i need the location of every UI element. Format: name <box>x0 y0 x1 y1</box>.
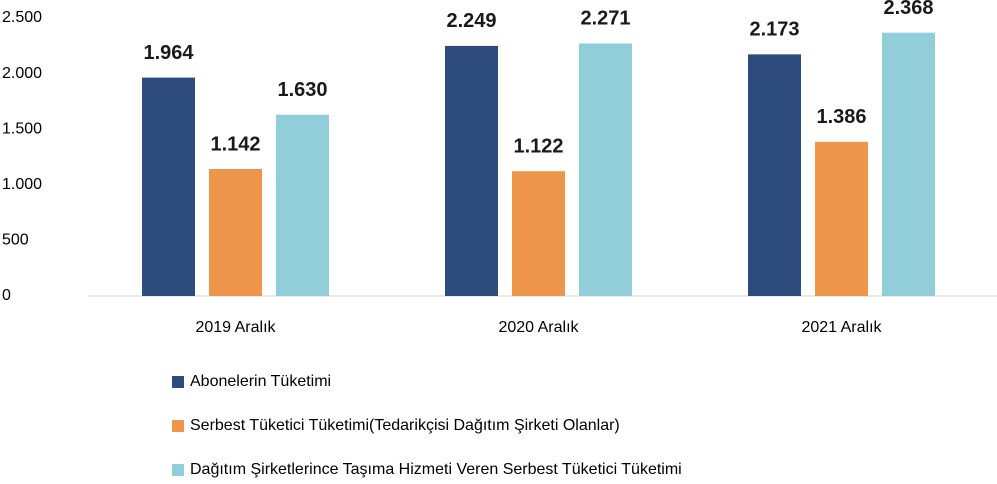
y-tick-label: 1.000 <box>2 176 42 193</box>
value-label: 2.271 <box>580 8 630 30</box>
value-label: 1.142 <box>210 133 260 155</box>
value-label: 1.122 <box>513 136 563 158</box>
value-label: 2.368 <box>883 0 933 19</box>
y-tick-label: 500 <box>2 232 29 249</box>
y-tick-label: 0 <box>2 287 11 304</box>
x-tick-label: 2021 Aralık <box>801 319 882 336</box>
bar <box>882 32 935 296</box>
bar <box>512 171 565 296</box>
value-label: 1.630 <box>277 79 327 101</box>
legend-swatch <box>172 464 184 476</box>
bar <box>748 54 801 297</box>
y-tick-label: 2.500 <box>2 9 42 26</box>
bar <box>815 141 868 296</box>
legend-label: Serbest Tüketici Tüketimi(Tedarikçisi Da… <box>190 417 620 434</box>
x-tick-label: 2019 Aralık <box>195 319 276 336</box>
legend-label: Abonelerin Tüketimi <box>190 373 331 390</box>
value-label: 1.964 <box>143 42 194 64</box>
bar <box>142 77 195 296</box>
legend-swatch <box>172 420 184 432</box>
x-tick-label: 2020 Aralık <box>498 319 579 336</box>
bar <box>445 45 498 297</box>
y-tick-label: 2.000 <box>2 65 42 82</box>
y-tick-label: 1.500 <box>2 120 42 137</box>
value-label: 2.173 <box>749 19 799 41</box>
value-label: 2.249 <box>446 10 496 32</box>
bar <box>276 114 329 296</box>
value-label: 1.386 <box>816 106 866 128</box>
bar <box>209 169 262 296</box>
legend-label: Dağıtım Şirketlerince Taşıma Hizmeti Ver… <box>190 461 682 478</box>
bar <box>579 43 632 297</box>
legend-swatch <box>172 376 184 388</box>
